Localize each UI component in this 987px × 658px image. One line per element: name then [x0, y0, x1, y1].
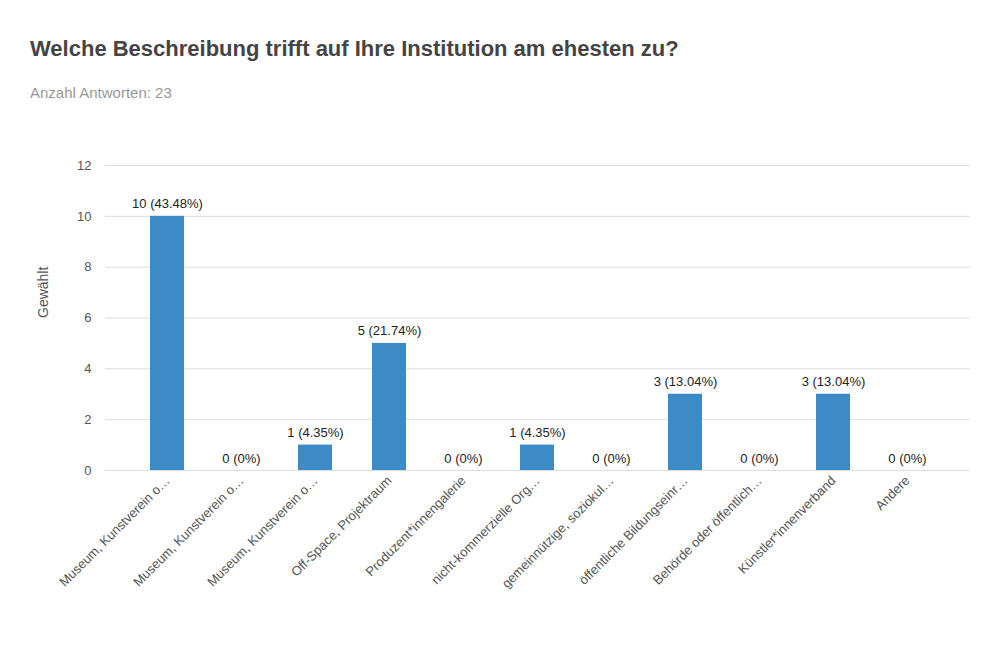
svg-text:0: 0 [84, 463, 91, 478]
svg-text:nicht-kommerzielle Org…: nicht-kommerzielle Org… [428, 473, 543, 588]
svg-text:10: 10 [77, 208, 91, 223]
svg-text:10 (43.48%): 10 (43.48%) [132, 196, 203, 211]
svg-text:Museum, Kunstverein o…: Museum, Kunstverein o… [56, 473, 173, 590]
svg-text:öffentliche Bildungseinr…: öffentliche Bildungseinr… [575, 473, 691, 588]
svg-text:0 (0%): 0 (0%) [740, 451, 778, 466]
svg-text:0 (0%): 0 (0%) [444, 451, 482, 466]
svg-text:0 (0%): 0 (0%) [888, 451, 926, 466]
svg-text:6: 6 [84, 310, 91, 325]
svg-text:4: 4 [84, 361, 91, 376]
svg-text:1 (4.35%): 1 (4.35%) [287, 425, 343, 440]
svg-text:Behörde oder öffentlich…: Behörde oder öffentlich… [649, 473, 765, 588]
svg-text:Produzent*innengalerie: Produzent*innengalerie [362, 473, 469, 580]
svg-text:3 (13.04%): 3 (13.04%) [802, 374, 866, 389]
svg-text:Museum, Kunstverein o…: Museum, Kunstverein o… [130, 473, 247, 590]
svg-text:5 (21.74%): 5 (21.74%) [358, 323, 422, 338]
svg-text:Andere: Andere [872, 473, 912, 513]
svg-text:2: 2 [84, 412, 91, 427]
svg-text:8: 8 [84, 259, 91, 274]
html-text:Welche Beschreibung trifft auf: Welche Beschreibung trifft auf Ihre Inst… [30, 36, 679, 61]
svg-text:Gewählt: Gewählt [35, 267, 51, 318]
svg-text:0 (0%): 0 (0%) [222, 451, 260, 466]
svg-text:Künstler*innenverband: Künstler*innenverband [735, 473, 839, 577]
svg-text:3 (13.04%): 3 (13.04%) [654, 374, 718, 389]
html-text:Anzahl Antworten: 23: Anzahl Antworten: 23 [30, 84, 172, 101]
svg-text:Museum, Kunstverein o…: Museum, Kunstverein o… [204, 473, 321, 590]
svg-text:12: 12 [77, 158, 91, 173]
svg-text:0 (0%): 0 (0%) [592, 451, 630, 466]
svg-text:Off-Space, Projektraum: Off-Space, Projektraum [288, 473, 395, 580]
svg-text:gemeinnützige, soziokul…: gemeinnützige, soziokul… [498, 473, 617, 591]
svg-text:1 (4.35%): 1 (4.35%) [509, 425, 565, 440]
